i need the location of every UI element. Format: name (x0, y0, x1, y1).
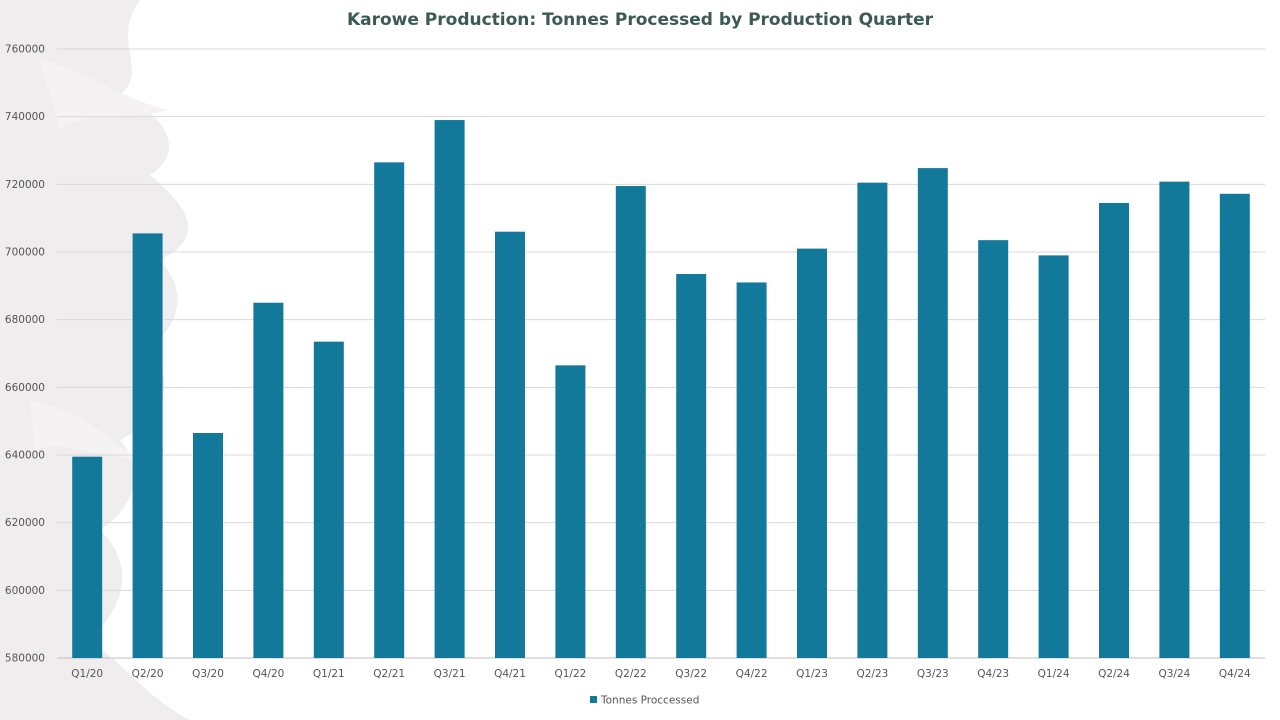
x-axis-tick-labels: Q1/20 Q2/20 Q3/20 Q4/20 Q1/21 Q2/21 Q3/21 Q4/21… (71, 668, 1251, 680)
bar-q4-22 (736, 282, 767, 658)
bar-q1-23 (797, 248, 827, 658)
bar-q4-21 (495, 231, 525, 658)
gridlines (57, 48, 1265, 659)
legend-label: Tonnes Proccessed (600, 695, 699, 707)
bar-q3-23 (917, 168, 948, 659)
x-tick-label: Q4/22 (736, 668, 768, 680)
y-tick-label: 720000 (5, 179, 45, 191)
x-tick-label: Q3/24 (1158, 668, 1190, 680)
y-tick-label: 700000 (5, 247, 45, 259)
x-tick-label: Q4/23 (977, 668, 1009, 680)
x-tick-label: Q1/24 (1038, 668, 1070, 680)
y-tick-label: 680000 (5, 314, 45, 326)
x-tick-label: Q1/20 (71, 668, 103, 680)
bar-q2-21 (374, 162, 405, 658)
bar-q3-21 (434, 120, 465, 659)
bar-q1-20 (72, 456, 103, 658)
x-tick-label: Q2/23 (856, 668, 888, 680)
x-tick-label: Q3/21 (434, 668, 466, 680)
x-tick-label: Q3/22 (675, 668, 707, 680)
bar-q2-23 (857, 182, 888, 658)
bar-q4-24 (1219, 193, 1250, 658)
x-tick-label: Q4/21 (494, 668, 526, 680)
y-tick-label: 660000 (5, 382, 45, 394)
x-tick-label: Q4/20 (252, 668, 284, 680)
y-tick-label: 760000 (5, 44, 45, 56)
bar-q3-24 (1159, 181, 1190, 659)
background-watermark (0, 0, 190, 720)
y-tick-label: 640000 (5, 450, 45, 462)
bar-q1-22 (555, 365, 586, 658)
x-tick-label: Q3/23 (917, 668, 949, 680)
bar-q2-22 (615, 186, 646, 658)
bar-q3-22 (676, 273, 707, 658)
y-tick-label: 740000 (5, 111, 45, 123)
x-tick-label: Q4/24 (1219, 668, 1251, 680)
bar-q1-24 (1038, 255, 1069, 658)
bar-q2-20 (132, 233, 163, 658)
x-tick-label: Q1/21 (313, 668, 345, 680)
bars (72, 120, 1250, 659)
y-tick-label: 600000 (5, 585, 45, 597)
y-tick-label: 620000 (5, 517, 45, 529)
legend: Tonnes Proccessed (590, 695, 699, 707)
bar-q2-24 (1099, 202, 1129, 659)
x-tick-label: Q2/20 (132, 668, 164, 680)
x-tick-label: Q3/20 (192, 668, 224, 680)
x-tick-label: Q2/22 (615, 668, 647, 680)
y-axis-tick-labels: 580000 600000 620000 640000 660000 680000 7000… (5, 44, 45, 665)
legend-swatch (590, 696, 597, 703)
bar-q3-20 (193, 433, 223, 658)
y-tick-label: 580000 (5, 653, 45, 665)
x-tick-label: Q1/22 (554, 668, 586, 680)
x-tick-label: Q2/21 (373, 668, 405, 680)
bar-q4-20 (253, 302, 284, 658)
x-tick-label: Q1/23 (796, 668, 828, 680)
x-tick-label: Q2/24 (1098, 668, 1130, 680)
bar-q4-23 (978, 240, 1009, 659)
chart-title: Karowe Production: Tonnes Processed by P… (346, 10, 934, 30)
bar-q1-21 (313, 341, 344, 658)
